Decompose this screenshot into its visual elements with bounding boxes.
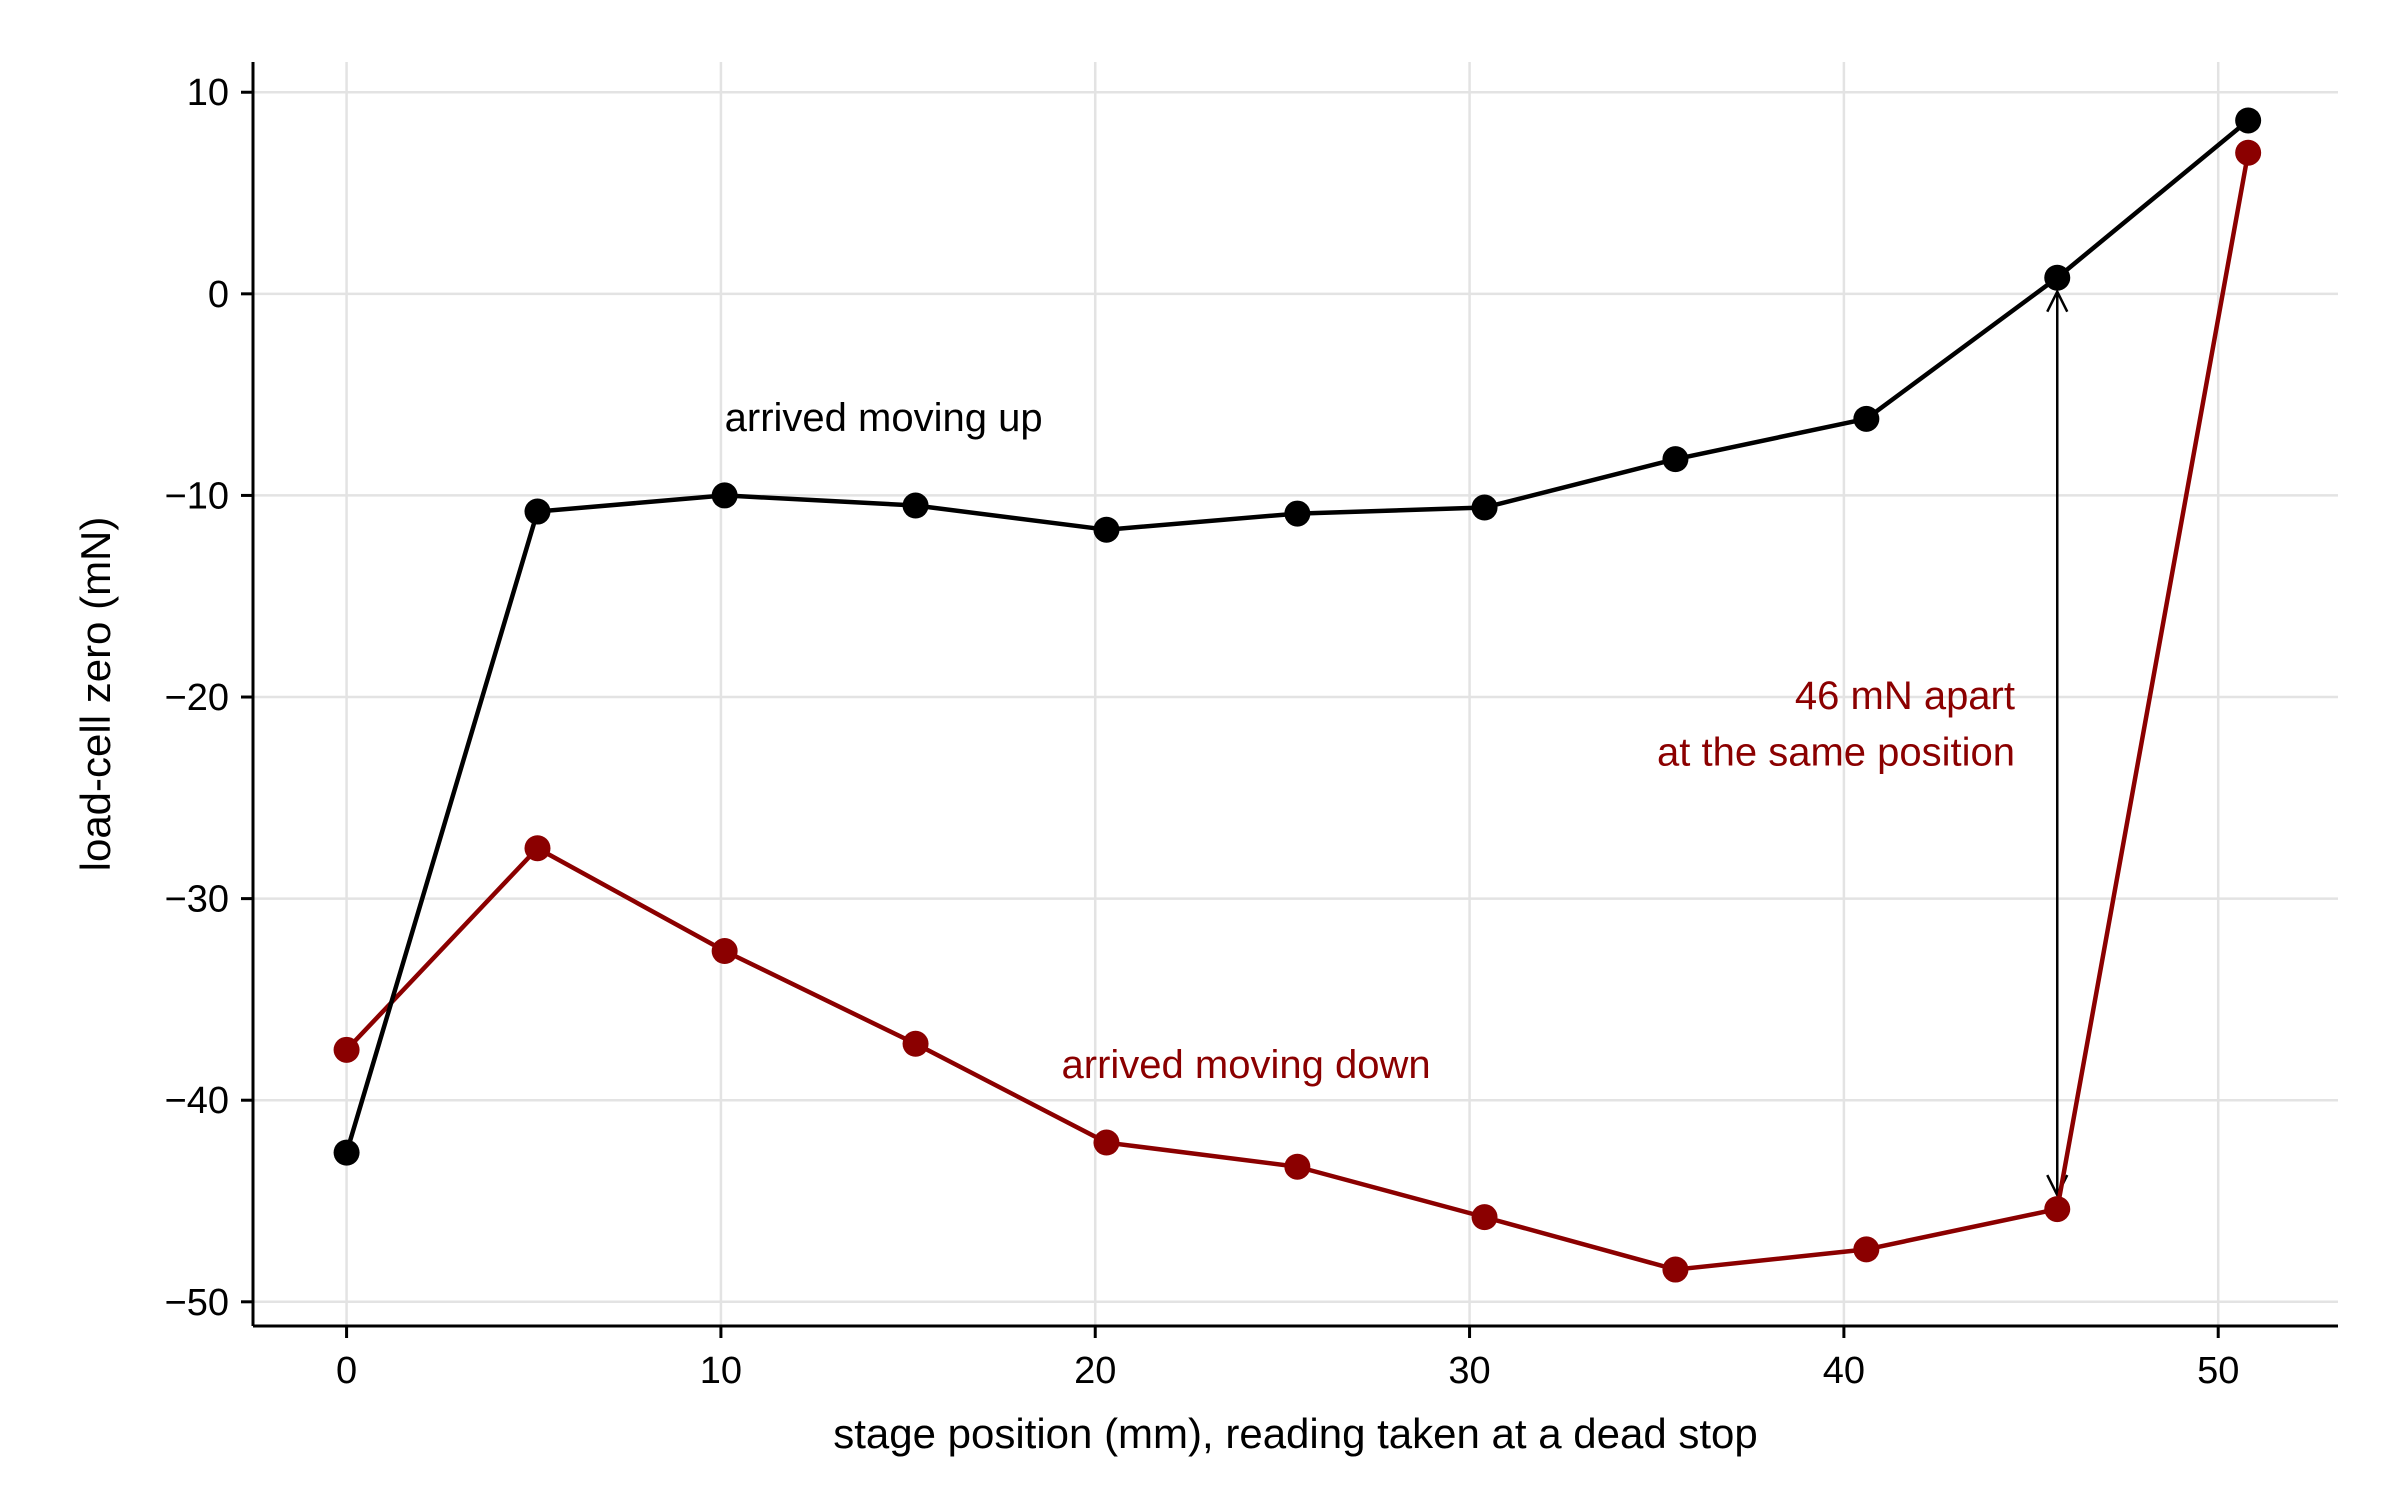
series-up-line [344, 118, 2250, 1154]
series-down-point [2044, 1196, 2071, 1223]
x-axis-label: stage position (mm), reading taken at a … [833, 1410, 1758, 1457]
series-down-point [1471, 1204, 1498, 1231]
gap-arrow [2046, 288, 2069, 1198]
series-up-point [2235, 107, 2262, 134]
y-axis-label: load-cell zero (mN) [72, 517, 119, 872]
series-down-point [524, 835, 551, 862]
series-down-point [1284, 1153, 1311, 1180]
gap-annotation-line2: at the same position [1657, 731, 2015, 775]
x-tick-label: 10 [700, 1350, 742, 1392]
y-tick-label: 0 [208, 274, 229, 316]
y-tick-label: −20 [165, 677, 229, 719]
series-up-point [333, 1139, 360, 1166]
series-down-point [711, 938, 738, 965]
gap-annotation-line1: 46 mN apart [1795, 674, 2015, 718]
axes-layer [251, 62, 2338, 1328]
series-up-point [711, 482, 738, 509]
series-up-point [902, 492, 929, 519]
series-up-point [1662, 446, 1689, 473]
y-tick-label: −10 [165, 475, 229, 517]
ticks-layer: 0 10 20 30 40 50 10 0 −10 −20 −30 −40 −50 [165, 72, 2240, 1392]
y-tick-label: −30 [165, 879, 229, 921]
x-tick-label: 30 [1448, 1350, 1490, 1392]
series-down-point [333, 1036, 360, 1063]
series-up-point [1284, 500, 1311, 527]
series-up-annotation: arrived moving up [725, 396, 1043, 440]
x-tick-label: 20 [1074, 1350, 1116, 1392]
series-up-point [2044, 264, 2071, 291]
series-down-annotation: arrived moving down [1062, 1043, 1431, 1087]
series-down-point [1093, 1129, 1120, 1156]
series-up-point [1853, 405, 1880, 432]
x-tick-label: 50 [2197, 1350, 2239, 1392]
y-tick-label: −40 [165, 1080, 229, 1122]
series-down-point [1853, 1236, 1880, 1263]
series-layer [333, 107, 2262, 1283]
grid-layer [253, 62, 2338, 1326]
series-up-point [1093, 516, 1120, 543]
series-down-point [1662, 1256, 1689, 1283]
series-up-point [1471, 494, 1498, 521]
y-tick-label: −50 [165, 1282, 229, 1324]
x-tick-label: 0 [336, 1350, 357, 1392]
series-up-point [524, 498, 551, 525]
text-layer: stage position (mm), reading taken at a … [72, 396, 2015, 1457]
gap-arrow-head-top [2046, 288, 2069, 313]
series-down-point [2235, 139, 2262, 166]
y-tick-label: 10 [187, 72, 229, 114]
x-tick-label: 40 [1823, 1350, 1865, 1392]
series-down-point [902, 1030, 929, 1057]
